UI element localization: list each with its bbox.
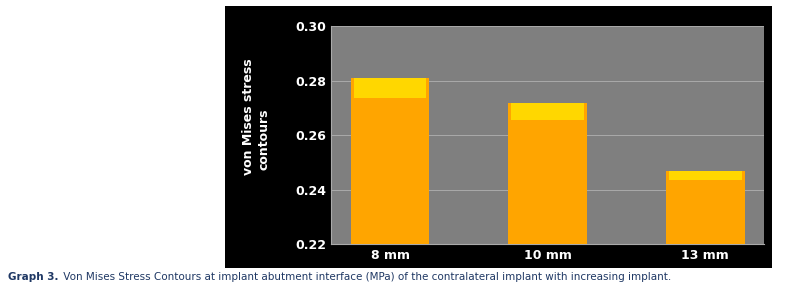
Bar: [508, 102, 587, 244]
Text: Von Mises Stress Contours at implant abutment interface (MPa) of the contralater: Von Mises Stress Contours at implant abu…: [60, 272, 671, 282]
Bar: [666, 171, 745, 244]
Bar: [511, 102, 584, 120]
Bar: [351, 78, 429, 244]
X-axis label: Implant length: Implant length: [490, 268, 605, 282]
Text: Graph 3.: Graph 3.: [8, 272, 58, 282]
Text: contours: contours: [258, 109, 270, 171]
Text: von Mises stress: von Mises stress: [242, 58, 255, 175]
Bar: [354, 78, 426, 98]
Bar: [669, 171, 742, 180]
